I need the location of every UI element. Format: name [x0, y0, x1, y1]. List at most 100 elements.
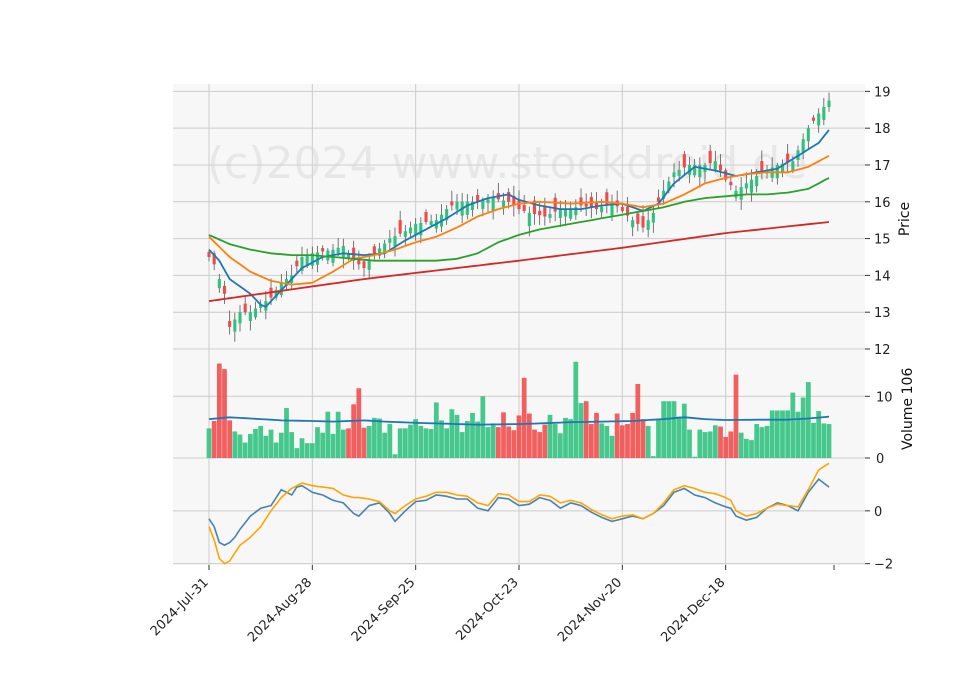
- ma-mid-line: [208, 155, 830, 286]
- volume-bar: [650, 456, 656, 458]
- volume-bar: [258, 425, 264, 458]
- candle-body: [222, 285, 227, 294]
- candle-body: [274, 290, 278, 298]
- candle-body: [749, 179, 754, 193]
- candle-body: [610, 201, 614, 216]
- volume-bar: [692, 456, 698, 458]
- volume-bar: [754, 424, 760, 458]
- ma-fast-line: [208, 129, 830, 308]
- candle-body: [450, 201, 454, 206]
- candle-body: [233, 319, 237, 332]
- volume-bar: [599, 423, 605, 458]
- volume-bar: [630, 412, 636, 458]
- candle-body: [300, 256, 304, 271]
- volume-bar: [382, 432, 388, 458]
- candle-body: [806, 128, 810, 142]
- volume-bar: [790, 392, 796, 458]
- volume-bar: [687, 429, 692, 458]
- price-tick-label: 18: [874, 122, 891, 137]
- candle-body: [817, 113, 821, 126]
- candle-body: [662, 190, 666, 199]
- volume-bar: [506, 426, 512, 458]
- candle-body: [414, 223, 418, 236]
- volume-bar: [335, 411, 341, 458]
- volume-bar: [289, 432, 295, 458]
- volume-bar: [625, 424, 630, 458]
- candle-body: [321, 248, 325, 252]
- candle-body: [253, 308, 258, 318]
- candle-body: [243, 303, 247, 313]
- candle-body: [672, 172, 676, 178]
- candle-body: [605, 192, 609, 205]
- candle-body: [217, 279, 221, 289]
- volume-bar: [361, 427, 367, 458]
- volume-bar: [707, 431, 713, 458]
- candle-body: [362, 261, 366, 269]
- candle-body: [755, 176, 759, 187]
- candle-body: [620, 207, 624, 211]
- volume-bar: [743, 438, 749, 458]
- volume-bar: [609, 435, 615, 458]
- candle-body: [698, 164, 702, 178]
- volume-bar: [428, 428, 434, 458]
- volume-bar: [206, 428, 212, 458]
- volume-bar: [583, 401, 589, 458]
- candle-body: [532, 200, 537, 215]
- volume-bar: [413, 419, 419, 458]
- volume-bar: [526, 413, 532, 458]
- candle-body: [527, 212, 531, 227]
- volume-bar: [712, 425, 718, 458]
- volume-bar: [459, 432, 465, 458]
- candle-body: [228, 320, 232, 327]
- volume-bar: [449, 409, 455, 458]
- candle-body: [584, 203, 588, 207]
- volume-bar: [315, 427, 320, 458]
- volume-bar: [702, 432, 708, 458]
- volume-bar: [268, 429, 274, 458]
- volume-bar: [501, 412, 506, 458]
- volume-bar: [340, 429, 346, 458]
- x-tick-label: 2024-Nov-20: [555, 575, 625, 645]
- candle-body: [310, 253, 314, 266]
- volume-bar: [681, 403, 687, 458]
- volume-bar: [552, 424, 558, 458]
- candle-body: [336, 247, 340, 254]
- candle-body: [558, 209, 562, 218]
- volume-bar: [557, 433, 563, 458]
- volume-bar: [247, 433, 253, 458]
- candle-body: [393, 236, 397, 247]
- volume-bar: [278, 432, 284, 458]
- volume-bar: [656, 419, 661, 458]
- volume-bar: [397, 428, 403, 458]
- candle-body: [522, 204, 526, 211]
- candle-body: [693, 164, 697, 176]
- volume-bar: [423, 428, 429, 458]
- price-tick-label: 12: [874, 343, 891, 358]
- volume-bar: [723, 437, 729, 458]
- candle-body: [667, 181, 671, 191]
- candle-body: [507, 192, 511, 202]
- candle-body: [512, 195, 516, 206]
- volume-bar: [728, 431, 734, 458]
- volume-bar: [671, 401, 677, 458]
- candle-body: [341, 245, 345, 258]
- volume-bar: [346, 428, 351, 458]
- volume-bar: [227, 420, 233, 458]
- candle-body: [656, 197, 661, 202]
- candle-body: [238, 312, 242, 324]
- volume-ma-line: [208, 415, 830, 426]
- candle-body: [729, 181, 733, 186]
- candle-body: [760, 161, 764, 173]
- volume-bar: [764, 425, 770, 458]
- volume-bar: [371, 417, 377, 458]
- volume-bar: [718, 426, 723, 458]
- volume-bar: [309, 443, 315, 458]
- volume-bar: [816, 411, 822, 458]
- volume-bar: [759, 427, 765, 458]
- candle-body: [367, 260, 371, 270]
- volume-bar: [408, 424, 413, 458]
- volume-bar: [304, 443, 310, 458]
- volume-bar: [537, 432, 543, 458]
- candle-body: [682, 154, 686, 168]
